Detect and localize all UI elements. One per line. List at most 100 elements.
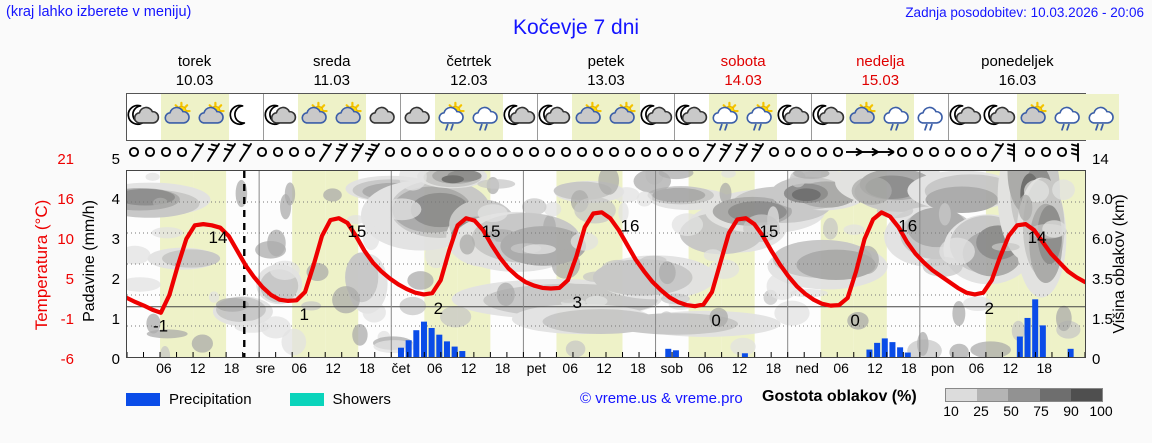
wind-calm-icon (1038, 142, 1054, 164)
temperature-extreme-label: 14 (209, 228, 228, 247)
wind-calm-icon (638, 142, 654, 164)
legend-item-showers: Showers (289, 390, 391, 408)
time-axis-labels: 06 12 18 sre 06 12 18 čet 06 12 18 pet 06 12 18 sob 06 12… (126, 360, 1086, 380)
wind-calm-icon (446, 142, 462, 164)
weather-icon-strip (126, 93, 1119, 141)
wind-barb-icon (862, 142, 879, 164)
wind-calm-icon (574, 142, 590, 164)
day-header-nedelja: nedelja 15.03 (812, 52, 949, 92)
time-tick-label: 06 (156, 360, 172, 376)
day-date: 15.03 (861, 72, 900, 89)
time-tick-label: sre (255, 360, 276, 376)
day-date: 14.03 (724, 72, 762, 89)
wind-calm-icon (1054, 142, 1070, 164)
wind-calm-icon (654, 142, 670, 164)
time-tick-label: 12 (731, 360, 748, 376)
wind-calm-icon (174, 142, 190, 164)
wind-barb-icon (334, 142, 350, 164)
sun-cloud-icon (195, 94, 229, 140)
time-tick-label: 18 (223, 360, 240, 376)
wind-calm-icon (558, 142, 574, 164)
x-axis-ticks (127, 352, 1085, 357)
last-update-label: Zadnja posodobitev: 10.03.2026 - 20:06 (905, 5, 1144, 20)
cloud-height-axis-ticks: 14 9.0 6.0 3.5 1.5 0 (1092, 151, 1142, 368)
axis-tick-label: -1 (60, 311, 74, 328)
axis-tick-label: -6 (60, 351, 74, 368)
moon-cloud-icon (503, 94, 537, 140)
wind-calm-icon (606, 142, 622, 164)
sun-cloud-icon (332, 94, 366, 140)
day-date: 11.03 (313, 72, 350, 89)
day-header-torek: torek 10.03 (126, 52, 263, 92)
legend-swatch-showers (289, 392, 324, 406)
time-tick-label: 12 (867, 360, 883, 376)
temperature-axis-ticks: 21 16 10 5 -1 -6 (30, 151, 74, 368)
time-tick-label: 18 (901, 360, 917, 376)
wind-calm-icon (830, 142, 846, 164)
axis-tick-label: 0 (111, 351, 120, 368)
precipitation-legend: Precipitation Showers (126, 388, 429, 410)
day-header-sreda: sreda 11.03 (263, 52, 400, 92)
wind-calm-icon (270, 142, 286, 164)
day-name: sreda (312, 53, 351, 70)
precipitation-axis-ticks: 5 4 3 2 1 0 (92, 151, 120, 368)
wind-barb-icon (190, 142, 206, 164)
wind-calm-icon (302, 142, 318, 164)
sun-cloud-rain-icon (709, 94, 743, 140)
cloud-density-tick-label: 25 (973, 403, 989, 419)
temperature-extreme-label: 3 (573, 293, 582, 312)
day-header-četrtek: četrtek 12.03 (400, 52, 537, 92)
day-name: petek (587, 53, 625, 70)
wind-calm-icon (1022, 142, 1038, 164)
moon-cloud-icon (983, 94, 1017, 140)
axis-tick-label: 1 (111, 311, 120, 328)
time-tick-label: pet (526, 360, 547, 376)
wind-calm-icon (798, 142, 814, 164)
axis-tick-label: 3.5 (1092, 271, 1113, 288)
wind-calm-icon (510, 142, 526, 164)
wind-barb-icon (365, 142, 382, 164)
meteogram-plot: -1 14 1 15 2 15 3 16 0 15 0 16 2 14 (126, 170, 1086, 358)
day-name: ponedeljek (981, 53, 1054, 70)
time-tick-label: 18 (494, 360, 511, 376)
wind-barb-icon (718, 142, 734, 164)
time-tick-label: 06 (562, 360, 578, 376)
sun-cloud-icon (606, 94, 640, 140)
wind-calm-icon (590, 142, 606, 164)
sun-cloud-icon (161, 94, 195, 140)
day-date: 16.03 (998, 72, 1037, 89)
cloud-density-color-ramp (945, 388, 1103, 402)
cloud-density-tick-label: 75 (1033, 403, 1049, 419)
moon-cloud-icon (538, 94, 572, 140)
time-tick-label: 06 (697, 360, 714, 376)
credit-link[interactable]: © vreme.us & vreme.pro (580, 390, 743, 407)
wind-calm-icon (414, 142, 430, 164)
temperature-extreme-label: 0 (711, 311, 720, 330)
icon-day-group (127, 94, 264, 140)
sun-cloud-icon (298, 94, 332, 140)
icon-day-group (949, 94, 1119, 140)
temperature-extreme-label: 14 (1028, 228, 1047, 247)
moon-cloud-icon (675, 94, 709, 140)
moon-cloud-icon (812, 94, 846, 140)
wind-calm-icon (894, 142, 910, 164)
time-tick-label: ned (795, 360, 819, 376)
axis-tick-label: 0 (1092, 351, 1101, 368)
cloud-density-field (127, 171, 1081, 357)
icon-day-group (812, 94, 949, 140)
axis-tick-label: 6.0 (1092, 231, 1113, 248)
wind-barb-icon (878, 142, 895, 164)
wind-calm-icon (958, 142, 974, 164)
temperature-extreme-label: -1 (153, 317, 168, 336)
sun-cloud-icon (572, 94, 606, 140)
day-name: torek (177, 53, 212, 70)
temperature-extreme-labels: -1 14 1 15 2 15 3 16 0 15 0 16 2 14 (153, 216, 1047, 335)
wind-barb-icon (1070, 142, 1086, 164)
legend-label-showers: Showers (332, 390, 391, 408)
cloud-density-tick-label: 100 (1089, 403, 1113, 419)
wind-barb-icon (206, 142, 222, 164)
temperature-extreme-label: 15 (347, 222, 366, 241)
temperature-extreme-label: 16 (620, 216, 639, 235)
legend-label-precipitation: Precipitation (169, 390, 252, 408)
axis-tick-label: 10 (57, 231, 74, 248)
